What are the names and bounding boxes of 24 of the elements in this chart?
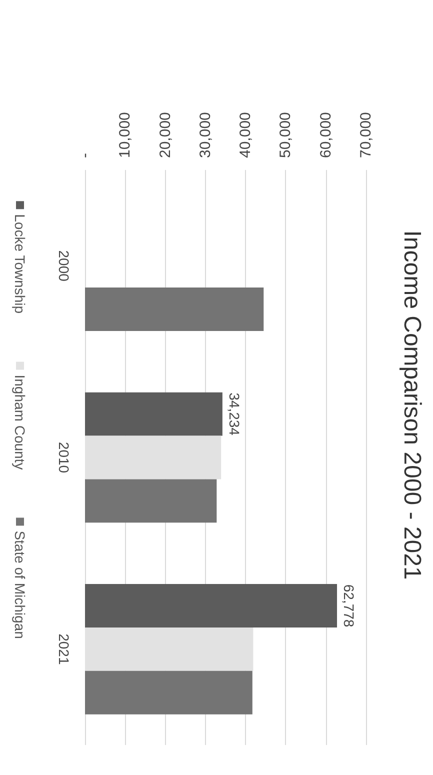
x-tick-label: - bbox=[76, 153, 94, 158]
bar bbox=[85, 584, 338, 628]
bar bbox=[85, 288, 264, 331]
text: Income Comparison 2000 - 2021 bbox=[398, 230, 426, 580]
data-label: 34,234 bbox=[226, 392, 242, 436]
x-tick-label: 20,000 bbox=[156, 112, 174, 158]
x-tick-label: 50,000 bbox=[277, 112, 294, 158]
bar bbox=[85, 436, 222, 480]
y-tick-label: 2010 bbox=[56, 442, 72, 474]
y-tick-label: 2021 bbox=[56, 634, 72, 665]
legend-label: Locke Township bbox=[12, 214, 28, 314]
legend-label: State of Michigan bbox=[12, 530, 28, 639]
bar bbox=[85, 627, 254, 671]
x-tick-label: 70,000 bbox=[358, 112, 374, 158]
data-label: 62,778 bbox=[341, 584, 358, 628]
y-tick-label: 2000 bbox=[56, 250, 72, 282]
x-tick-label: 60,000 bbox=[317, 112, 334, 158]
x-tick-label: 40,000 bbox=[237, 112, 254, 158]
bar bbox=[85, 392, 222, 436]
legend-label: Ingham County bbox=[12, 374, 28, 470]
bar bbox=[85, 670, 252, 714]
x-tick-label: 30,000 bbox=[196, 112, 214, 158]
bar bbox=[85, 479, 217, 523]
x-tick-label: 10,000 bbox=[116, 112, 134, 158]
